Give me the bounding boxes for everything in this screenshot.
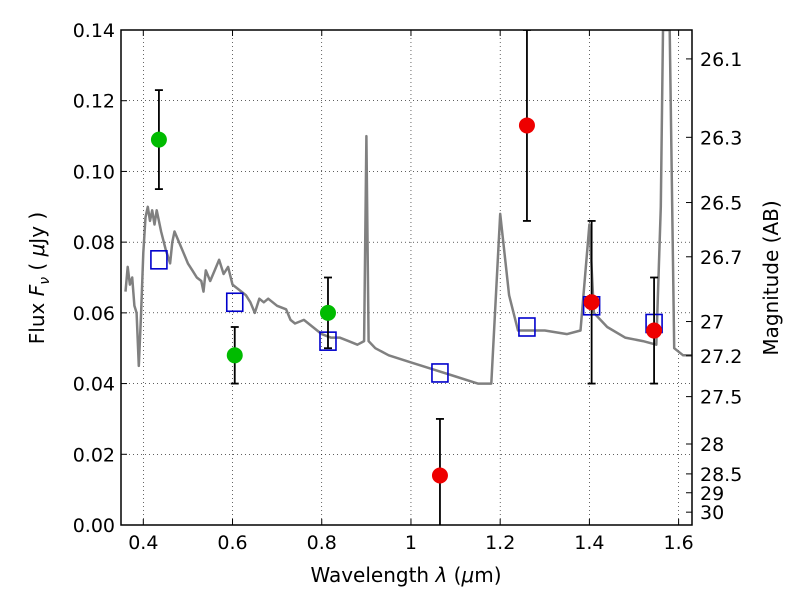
red-data-point bbox=[583, 294, 600, 311]
green-data-point bbox=[150, 131, 167, 148]
y-tick-label: 0.06 bbox=[73, 303, 115, 325]
y2-tick-label: 26.1 bbox=[700, 49, 742, 71]
y-tick-label: 0.12 bbox=[73, 91, 115, 113]
y-tick-label: 0.04 bbox=[73, 374, 115, 396]
x-axis: 0.4 0.6 0.8 1 1.2 1.4 1.6 bbox=[128, 30, 694, 554]
y2-tick-label: 27.2 bbox=[700, 346, 742, 368]
y2-tick-label: 26.3 bbox=[700, 127, 742, 149]
y2-tick-label: 27 bbox=[700, 312, 724, 334]
y2-axis-label: Magnitude (AB) bbox=[759, 200, 783, 355]
red-data-point bbox=[431, 467, 448, 484]
x-tick-label: 0.6 bbox=[217, 532, 247, 554]
model-photometry-square bbox=[150, 250, 168, 270]
y2-tick-label: 28.5 bbox=[700, 464, 742, 486]
x-tick-label: 0.8 bbox=[307, 532, 337, 554]
y-tick-label: 0.14 bbox=[73, 20, 115, 42]
plot-area bbox=[124, 30, 692, 525]
axes-frame bbox=[120, 29, 693, 526]
y-tick-label: 0.10 bbox=[73, 161, 115, 183]
model-photometry-square bbox=[225, 292, 244, 313]
green-data-point bbox=[319, 304, 336, 321]
x-tick-label: 1.6 bbox=[664, 532, 694, 554]
y2-tick-label: 26.5 bbox=[700, 193, 742, 215]
y-tick-label: 0.02 bbox=[73, 444, 115, 466]
model-photometry-square bbox=[431, 363, 449, 383]
y-axis: 0.00 0.02 0.04 0.06 0.08 0.10 0.12 0.14 bbox=[73, 20, 127, 537]
y2-tick-label: 26.7 bbox=[700, 247, 742, 269]
y2-tick-label: 27.5 bbox=[700, 387, 742, 409]
y-tick-label: 0.00 bbox=[73, 515, 115, 537]
y2-tick-label: 29 bbox=[700, 483, 724, 505]
y-tick-label: 0.08 bbox=[73, 232, 115, 254]
y2-tick-label: 28 bbox=[700, 434, 724, 456]
x-tick-label: 0.4 bbox=[128, 532, 158, 554]
model-photometry-square bbox=[518, 317, 536, 337]
green-data-point bbox=[226, 347, 243, 364]
sed-line bbox=[124, 30, 692, 385]
red-data-point bbox=[518, 117, 535, 134]
grid bbox=[121, 30, 692, 525]
y-axis-label: Flux Fν ( μJy ) bbox=[25, 212, 53, 344]
x-axis-label: Wavelength λ (μm) bbox=[310, 563, 501, 587]
red-data-point bbox=[646, 322, 663, 339]
x-tick-label: 1 bbox=[405, 532, 417, 554]
x-tick-label: 1.4 bbox=[574, 532, 604, 554]
y2-tick-label: 30 bbox=[700, 502, 724, 524]
x-tick-label: 1.2 bbox=[485, 532, 515, 554]
